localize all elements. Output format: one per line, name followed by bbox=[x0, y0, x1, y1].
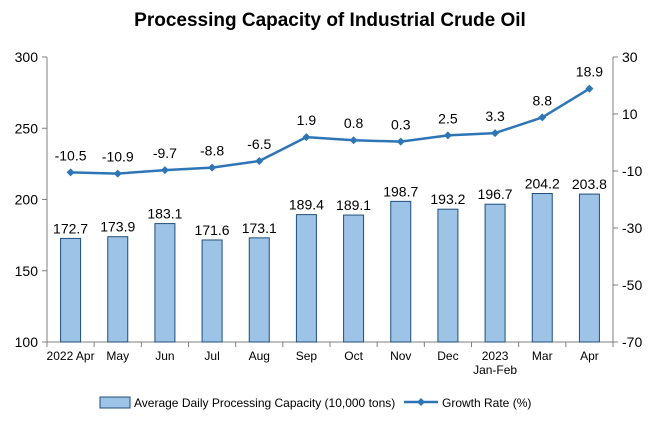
growth-rate-marker bbox=[208, 163, 217, 172]
y-left-tick-label: 250 bbox=[15, 120, 39, 136]
growth-rate-marker bbox=[538, 113, 547, 122]
growth-rate-marker bbox=[443, 131, 452, 140]
x-tick-label: Jun bbox=[155, 349, 174, 363]
bar bbox=[390, 200, 412, 343]
line-value-label: -6.5 bbox=[247, 136, 271, 152]
line-value-label: 1.9 bbox=[297, 112, 317, 128]
y-left-tick-label: 100 bbox=[15, 334, 39, 350]
x-tick-label: Sep bbox=[296, 349, 318, 363]
bar-value-label: 193.2 bbox=[430, 191, 465, 207]
x-tick-label: 2023 Jan-Feb bbox=[473, 349, 517, 377]
line-value-label: 18.9 bbox=[576, 64, 603, 80]
bar bbox=[578, 193, 600, 343]
x-tick-label: Dec bbox=[437, 349, 458, 363]
legend-marker-diamond bbox=[417, 398, 425, 406]
growth-rate-line bbox=[70, 87, 591, 175]
bar-value-label: 189.1 bbox=[336, 197, 371, 213]
bar-value-label: 173.9 bbox=[100, 219, 135, 235]
y-right-tick-label: -70 bbox=[622, 334, 642, 350]
y-right-tick-label: -50 bbox=[622, 277, 642, 293]
growth-rate-marker bbox=[585, 84, 594, 93]
line-value-label: 0.3 bbox=[391, 117, 411, 133]
bar-value-label: 196.7 bbox=[478, 186, 513, 202]
bar-value-label: 198.7 bbox=[383, 183, 418, 199]
bar bbox=[201, 239, 223, 343]
x-tick-label: May bbox=[106, 349, 129, 363]
bar-value-label: 189.4 bbox=[289, 197, 324, 213]
growth-rate-marker bbox=[160, 166, 169, 175]
growth-rate-marker bbox=[113, 169, 122, 178]
y-left-tick-label: 150 bbox=[15, 263, 39, 279]
x-tick-label: 2022 Apr bbox=[47, 349, 95, 363]
line-value-label: 8.8 bbox=[533, 92, 553, 108]
x-tick-label: Apr bbox=[580, 349, 599, 363]
bar bbox=[295, 214, 317, 343]
legend-label-line: Growth Rate (%) bbox=[442, 396, 531, 410]
bar bbox=[107, 236, 129, 343]
bar bbox=[437, 208, 459, 343]
x-tick-label: Aug bbox=[249, 349, 270, 363]
growth-rate-marker bbox=[66, 168, 75, 177]
y-left-tick-label: 200 bbox=[15, 192, 39, 208]
bar bbox=[60, 237, 82, 343]
bar-value-label: 183.1 bbox=[147, 206, 182, 222]
x-tick-label: Oct bbox=[344, 349, 363, 363]
bar bbox=[484, 203, 506, 343]
bar-series bbox=[60, 193, 600, 343]
line-value-label: -8.8 bbox=[200, 143, 224, 159]
line-series bbox=[66, 84, 594, 178]
line-value-label: 2.5 bbox=[438, 110, 458, 126]
line-value-label: -9.7 bbox=[153, 145, 177, 161]
line-value-label: 0.8 bbox=[344, 115, 364, 131]
bar-value-label: 204.2 bbox=[525, 176, 560, 192]
growth-rate-marker bbox=[491, 129, 500, 138]
legend: Average Daily Processing Capacity (10,00… bbox=[99, 396, 531, 410]
y-right-tick-label: -30 bbox=[622, 220, 642, 236]
growth-rate-marker bbox=[396, 137, 405, 146]
bar-value-label: 172.7 bbox=[53, 220, 88, 236]
bar-value-label: 171.6 bbox=[195, 222, 230, 238]
growth-rate-marker bbox=[302, 133, 311, 142]
y-right-tick-label: 30 bbox=[622, 49, 638, 65]
data-labels: 172.7 173.9 183.1 171.6 173.1 189.4 189.1 198.7… bbox=[53, 64, 607, 238]
x-tick-label: Nov bbox=[390, 349, 411, 363]
line-value-label: 3.3 bbox=[485, 108, 505, 124]
legend-swatch-bar bbox=[99, 396, 131, 409]
bar-value-label: 203.8 bbox=[572, 176, 607, 192]
y-left-tick-label: 300 bbox=[15, 49, 39, 65]
bar bbox=[154, 223, 176, 343]
legend-label-bar: Average Daily Processing Capacity (10,00… bbox=[134, 396, 395, 410]
chart-title: Processing Capacity of Industrial Crude … bbox=[134, 10, 526, 31]
x-tick-label: Jul bbox=[204, 349, 219, 363]
bar bbox=[248, 237, 270, 343]
axes: 100 150 200 250 300 -70 -50 -30 -10 10 30 2022 Apr M… bbox=[15, 49, 643, 377]
growth-rate-marker bbox=[255, 157, 264, 166]
bar bbox=[343, 214, 365, 343]
growth-rate-marker bbox=[349, 136, 358, 145]
y-right-tick-label: -10 bbox=[622, 163, 642, 179]
bar-value-label: 173.1 bbox=[242, 220, 277, 236]
bar bbox=[531, 193, 553, 343]
line-value-label: -10.9 bbox=[102, 149, 134, 165]
y-right-tick-label: 10 bbox=[622, 106, 638, 122]
x-tick-label: Mar bbox=[532, 349, 553, 363]
line-value-label: -10.5 bbox=[55, 147, 87, 163]
